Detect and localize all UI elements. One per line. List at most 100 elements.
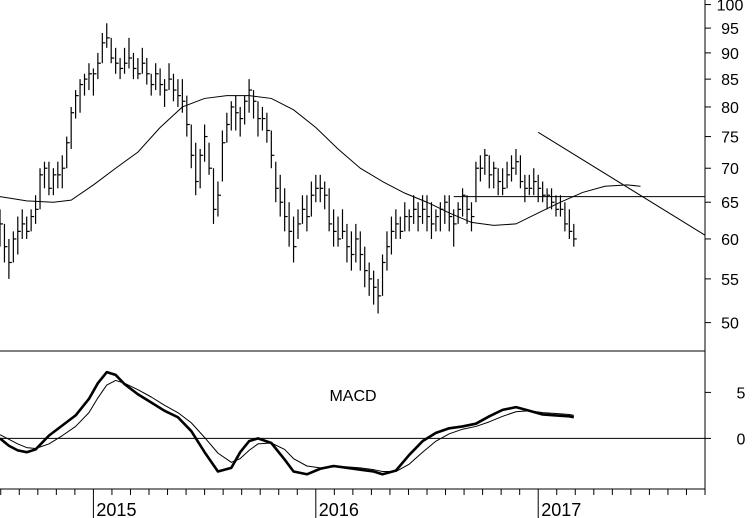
ohlc-bar (568, 209, 573, 239)
ohlc-bar (150, 73, 155, 96)
price-tick-label: 100 (717, 0, 744, 15)
ohlc-bar (430, 202, 435, 239)
ohlc-bar (488, 155, 493, 189)
macd-title: MACD (329, 388, 376, 405)
ohlc-bar (92, 68, 97, 96)
ohlc-bar (297, 209, 302, 239)
ohlc-bar (453, 209, 457, 247)
ohlc-bar (101, 32, 106, 64)
ohlc-bar (270, 130, 275, 169)
ohlc-bar (226, 112, 230, 143)
ohlc-bar (195, 142, 199, 196)
ohlc-bar (337, 216, 342, 247)
ohlc-bar (386, 231, 390, 271)
ohlc-bar (257, 101, 261, 137)
ohlc-bar (132, 52, 137, 80)
ohlc-bar (470, 202, 475, 232)
ohlc-bar (461, 188, 466, 217)
ohlc-bar (115, 47, 119, 74)
ohlc-bar (212, 168, 217, 224)
ohlc-bar (159, 68, 164, 96)
ohlc-bar (21, 209, 26, 239)
resistance-trendline (537, 131, 706, 236)
ohlc-bar (137, 58, 141, 80)
ohlc-bar (155, 63, 159, 91)
price-tick-label: 90 (721, 46, 739, 63)
ohlc-bar (275, 161, 279, 203)
ohlc-bar (484, 148, 488, 175)
macd-tick-label: 0 (737, 431, 746, 448)
price-tick-label: 60 (721, 232, 739, 249)
ohlc-bar (475, 161, 479, 203)
overlay-lines (0, 95, 706, 236)
ohlc-bar (564, 202, 568, 232)
price-tick-label: 75 (721, 130, 739, 147)
moving-average-line (0, 95, 641, 226)
ohlc-bar (217, 181, 221, 217)
ohlc-bar (88, 63, 92, 91)
ohlc-bar (373, 270, 377, 305)
ohlc-bar (413, 195, 417, 224)
ohlc-bar (404, 202, 408, 232)
ohlc-bar (208, 142, 213, 175)
ohlc-bar (261, 106, 266, 131)
ohlc-bar (479, 155, 484, 182)
ohlc-bar (332, 209, 337, 247)
ohlc-bar (66, 136, 70, 169)
ohlc-bar (381, 254, 386, 296)
ohlc-bar (79, 79, 84, 113)
price-tick-label: 50 (721, 316, 739, 333)
ohlc-bar (34, 195, 39, 224)
ohlc-bar (493, 161, 497, 189)
ohlc-bar (48, 161, 52, 196)
ohlc-bar (497, 168, 502, 196)
ohlc-bar (426, 195, 431, 232)
price-tick-label: 65 (721, 195, 739, 212)
ohlc-bar (359, 231, 364, 271)
ohlc-bar (75, 90, 79, 119)
year-label: 2017 (541, 500, 581, 518)
ohlc-bar (559, 195, 564, 217)
ohlc-bar (3, 223, 8, 263)
ohlc-bar (310, 181, 315, 217)
ohlc-bar (306, 195, 310, 232)
ohlc-bar (235, 95, 239, 131)
ohlc-bar (466, 195, 471, 224)
ohlc-bar (315, 174, 319, 203)
ohlc-bar (506, 161, 511, 189)
ohlc-bar (17, 216, 21, 255)
macd-panel (0, 370, 705, 476)
ohlc-bar (123, 47, 128, 74)
ohlc-bar (550, 188, 555, 210)
ohlc-bar (177, 79, 181, 107)
ohlc-bar (444, 195, 448, 224)
price-tick-label: 55 (721, 272, 739, 289)
ohlc-bar (204, 124, 208, 162)
signal-line (0, 379, 574, 473)
ohlc-bars (0, 23, 577, 314)
ohlc-bar (288, 202, 293, 247)
ohlc-bar (97, 52, 101, 80)
price-tick-label: 80 (721, 100, 739, 117)
ohlc-bar (190, 124, 195, 169)
ohlc-bar (292, 216, 297, 263)
ohlc-bar (70, 106, 75, 149)
ohlc-bar (230, 101, 235, 131)
ohlc-bar (399, 216, 404, 239)
ohlc-bar (168, 63, 173, 91)
ohlc-bar (172, 73, 177, 102)
ohlc-bar (515, 148, 519, 175)
ohlc-bar (533, 168, 537, 196)
price-tick-label: 85 (721, 72, 739, 89)
macd-tick-label: 5 (737, 385, 746, 402)
ohlc-bar (279, 174, 284, 217)
ohlc-bar (524, 174, 528, 203)
ohlc-bar (61, 155, 66, 189)
ohlc-bar (106, 23, 110, 48)
ohlc-bar (519, 155, 524, 189)
ohlc-bar (417, 202, 422, 232)
ohlc-bar (57, 161, 61, 189)
ohlc-bar (395, 209, 399, 239)
ohlc-bar (252, 90, 257, 119)
